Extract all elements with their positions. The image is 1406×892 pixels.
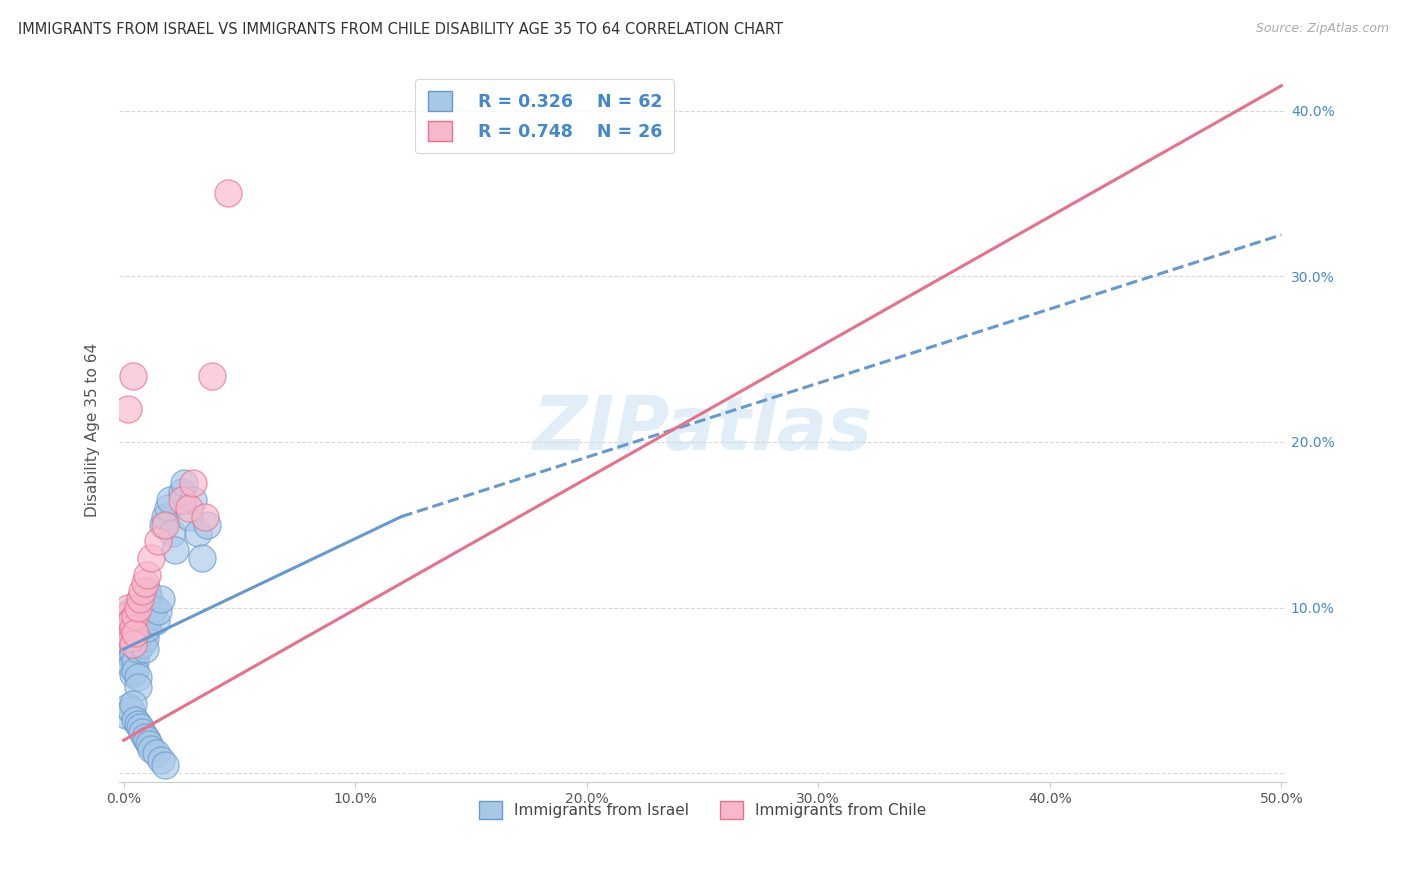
Point	[131, 617, 153, 632]
Point	[128, 625, 150, 640]
Point	[117, 614, 139, 628]
Point	[117, 633, 139, 648]
Point	[142, 600, 165, 615]
Point	[127, 670, 149, 684]
Point	[194, 509, 217, 524]
Point	[124, 654, 146, 668]
Point	[138, 592, 160, 607]
Point	[170, 484, 193, 499]
Point	[120, 631, 142, 645]
Point	[148, 534, 170, 549]
Point	[170, 493, 193, 508]
Point	[155, 758, 177, 772]
Point	[135, 584, 157, 599]
Point	[135, 621, 157, 635]
Point	[134, 575, 156, 590]
Point	[115, 609, 138, 624]
Point	[155, 517, 177, 532]
Point	[145, 614, 167, 628]
Point	[124, 625, 146, 640]
Point	[120, 650, 142, 665]
Point	[127, 642, 149, 657]
Point	[128, 720, 150, 734]
Point	[127, 716, 149, 731]
Point	[152, 517, 174, 532]
Point	[177, 501, 200, 516]
Point	[181, 476, 204, 491]
Point	[148, 604, 170, 618]
Point	[145, 747, 167, 761]
Point	[124, 625, 146, 640]
Point	[120, 614, 142, 628]
Point	[195, 517, 218, 532]
Point	[122, 667, 145, 681]
Point	[120, 631, 142, 645]
Point	[135, 567, 157, 582]
Point	[122, 637, 145, 651]
Point	[122, 368, 145, 383]
Legend: Immigrants from Israel, Immigrants from Chile: Immigrants from Israel, Immigrants from …	[472, 795, 932, 825]
Point	[131, 637, 153, 651]
Point	[122, 637, 145, 651]
Point	[120, 658, 142, 673]
Point	[115, 617, 138, 632]
Point	[131, 584, 153, 599]
Point	[117, 600, 139, 615]
Text: ZIPatlas: ZIPatlas	[533, 393, 873, 466]
Point	[201, 368, 224, 383]
Point	[115, 625, 138, 640]
Point	[127, 680, 149, 694]
Point	[173, 476, 195, 491]
Point	[217, 186, 239, 201]
Point	[135, 733, 157, 747]
Point	[120, 604, 142, 618]
Text: IMMIGRANTS FROM ISRAEL VS IMMIGRANTS FROM CHILE DISABILITY AGE 35 TO 64 CORRELAT: IMMIGRANTS FROM ISRAEL VS IMMIGRANTS FRO…	[18, 22, 783, 37]
Point	[181, 493, 204, 508]
Point	[115, 625, 138, 640]
Point	[131, 725, 153, 739]
Point	[115, 609, 138, 624]
Point	[159, 493, 181, 508]
Point	[124, 664, 146, 678]
Point	[187, 526, 209, 541]
Point	[127, 600, 149, 615]
Point	[117, 621, 139, 635]
Point	[177, 509, 200, 524]
Point	[117, 642, 139, 657]
Point	[120, 703, 142, 717]
Point	[138, 737, 160, 751]
Point	[122, 647, 145, 661]
Point	[162, 526, 184, 541]
Point	[134, 642, 156, 657]
Point	[191, 551, 214, 566]
Point	[156, 501, 179, 516]
Point	[122, 621, 145, 635]
Point	[163, 542, 186, 557]
Point	[128, 609, 150, 624]
Point	[134, 631, 156, 645]
Point	[124, 714, 146, 728]
Text: Source: ZipAtlas.com: Source: ZipAtlas.com	[1256, 22, 1389, 36]
Point	[141, 551, 163, 566]
Point	[128, 592, 150, 607]
Point	[149, 592, 172, 607]
Point	[117, 700, 139, 714]
Y-axis label: Disability Age 35 to 64: Disability Age 35 to 64	[86, 343, 100, 516]
Point	[149, 753, 172, 767]
Point	[117, 617, 139, 632]
Point	[155, 509, 177, 524]
Point	[141, 609, 163, 624]
Point	[134, 730, 156, 744]
Point	[117, 401, 139, 416]
Point	[141, 741, 163, 756]
Point	[124, 609, 146, 624]
Point	[122, 697, 145, 711]
Point	[115, 708, 138, 723]
